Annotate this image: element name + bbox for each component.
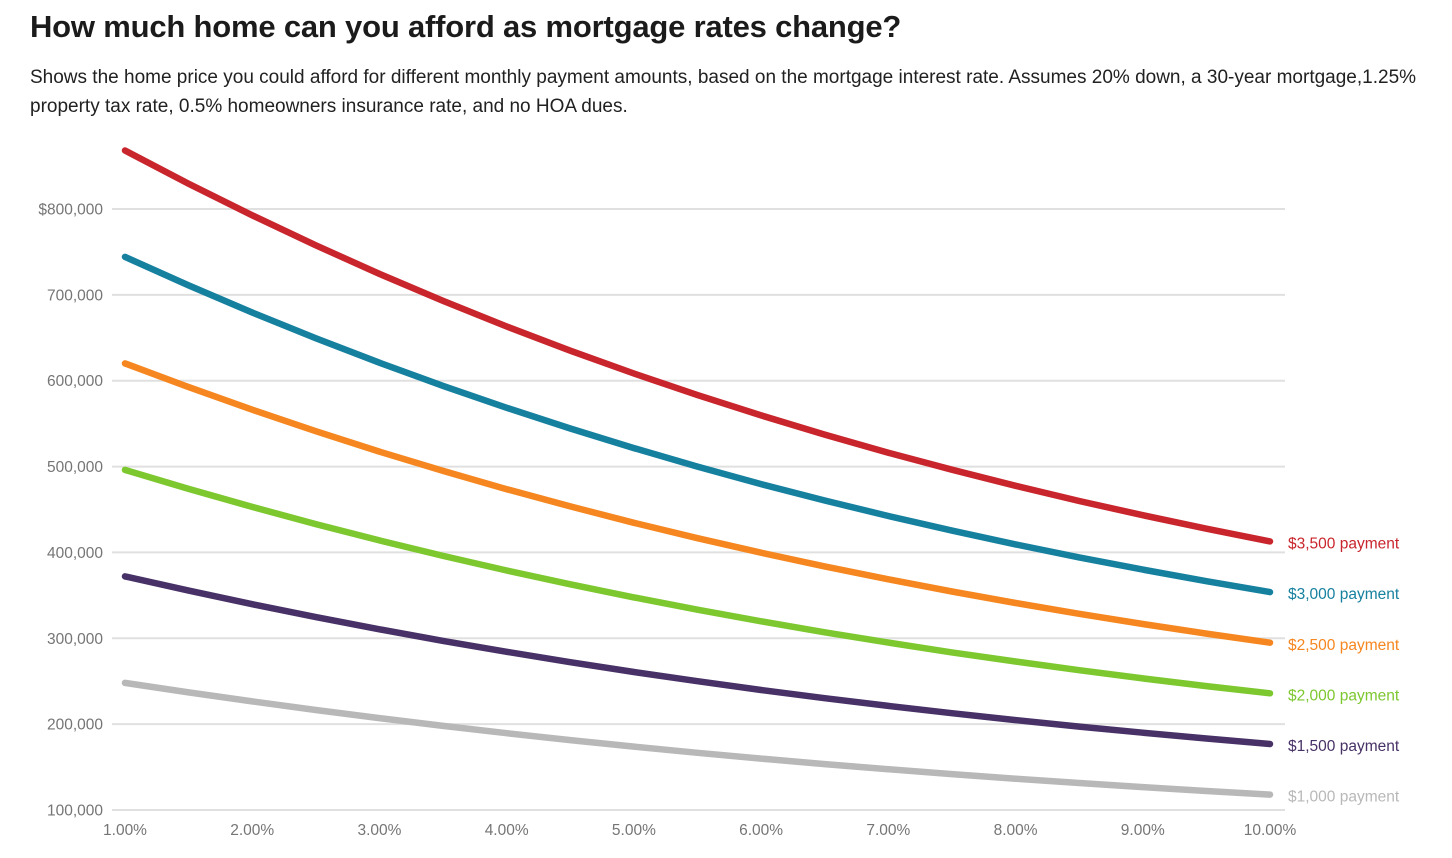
series-end-label: $3,500 payment [1288,536,1400,553]
chart-subtitle: Shows the home price you could afford fo… [30,67,1417,118]
x-tick-label: 5.00% [612,822,656,839]
y-tick-label: 500,000 [47,459,103,476]
x-tick-label: 2.00% [230,822,274,839]
series-end-label: $2,000 payment [1288,687,1400,704]
y-tick-label: $800,000 [38,202,103,219]
y-tick-label: 100,000 [47,803,103,820]
series-line [121,466,1274,697]
series-line [121,679,1274,798]
y-tick-label: 300,000 [47,631,103,648]
x-tick-label: 8.00% [994,822,1038,839]
series-line [121,573,1274,748]
series-line [121,360,1274,646]
x-tick-label: 3.00% [357,822,401,839]
chart-title: How much home can you afford as mortgage… [30,9,902,44]
x-tick-label: 4.00% [485,822,529,839]
series-end-label: $3,000 payment [1288,586,1400,603]
x-tick-label: 9.00% [1121,822,1165,839]
series-end-label: $1,000 payment [1288,789,1400,806]
y-tick-label: 200,000 [47,717,103,734]
y-tick-label: 700,000 [47,287,103,304]
series-line [121,147,1274,545]
x-tick-label: 1.00% [103,822,147,839]
series-end-label: $1,500 payment [1288,738,1400,755]
y-tick-label: 400,000 [47,545,103,562]
y-tick-label: 600,000 [47,373,103,390]
series-line [121,253,1274,596]
chart-header: How much home can you afford as mortgage… [30,7,1422,121]
x-tick-label: 7.00% [866,822,910,839]
series-end-label: $2,500 payment [1288,637,1400,654]
x-tick-label: 6.00% [739,822,783,839]
x-tick-label: 10.00% [1244,822,1297,839]
